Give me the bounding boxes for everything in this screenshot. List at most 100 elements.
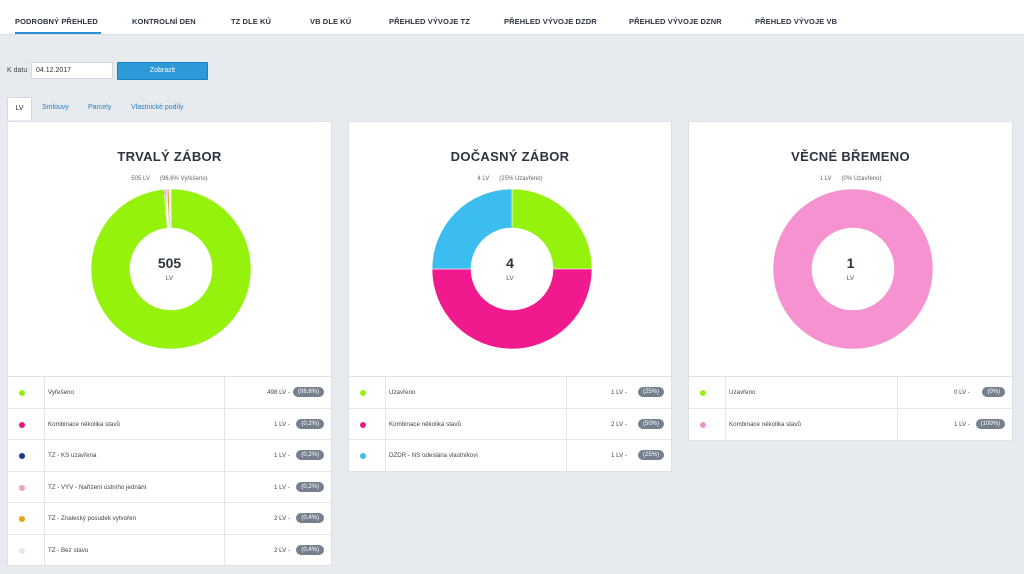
subtab-vlastnicke-podily[interactable]: Vlastnické podíly (131, 104, 184, 111)
card-vecne-bremeno: VĚCNÉ BŘEMENO 1 LV · (0% Uzavřeno) 1 LV Uz… (688, 121, 1013, 441)
legend-table: Uzavřeno 1 LV - (25%) Kombinace několika s… (349, 376, 671, 472)
legend-value: 1 LV - (610, 389, 627, 396)
date-filter-label: K datu (7, 67, 28, 74)
legend-table: Uzavřeno 0 LV - (0%) Kombinace několika st… (689, 376, 1012, 441)
center-unit: LV (506, 275, 514, 282)
legend-dot-icon (700, 421, 706, 428)
center-value: 505 (157, 255, 182, 271)
donut-slice[interactable] (168, 188, 172, 229)
donut-slice[interactable] (90, 188, 252, 350)
subtab-smlouvy[interactable]: Smlouvy (42, 104, 69, 111)
show-button[interactable]: Zobrazit (117, 62, 208, 80)
card-title: TRVALÝ ZÁBOR (117, 149, 222, 164)
summary-status: (25% Uzavřeno) (499, 176, 543, 182)
legend-value: 498 LV - (267, 389, 290, 396)
center-unit: LV (165, 275, 174, 282)
card-summary: 4 LV · (25% Uzavřeno) (477, 176, 543, 182)
legend-label: TZ - KS uzavřena (48, 452, 97, 460)
legend-label: TZ - VYV - Nařízení ústního jednání (48, 483, 147, 491)
legend-percent-badge: (100%) (975, 418, 1005, 429)
legend-row: TZ - Bez stavu 2 LV - (0,4%) (8, 534, 331, 567)
legend-row: Kombinace několika stavů 2 LV - (50%) (349, 408, 671, 441)
donut-chart (772, 188, 934, 350)
tab-tz-dle-ku[interactable]: TZ DLE KÚ (231, 17, 272, 26)
legend-label: Kombinace několika stavů (729, 420, 801, 428)
tab-vb-dle-ku[interactable]: VB DLE KÚ (310, 17, 352, 26)
card-docasny-zabor: DOČASNÝ ZÁBOR 4 LV · (25% Uzavřeno) 4 LV U… (348, 121, 672, 472)
legend-label: TZ - Znalecký posudek vytvořen (48, 515, 137, 523)
legend-row: Kombinace několika stavů 1 LV - (0,2%) (8, 408, 331, 441)
legend-value: 1 LV - (610, 452, 627, 460)
legend-row: DZDR - NS odeslána vlastníkovi 1 LV - (25%… (349, 440, 671, 472)
legend-dot-icon (360, 421, 366, 428)
legend-label: Uzavřeno (389, 389, 416, 396)
date-input[interactable] (31, 62, 113, 79)
legend-dot-icon (360, 453, 366, 460)
legend-percent-badge: (0,4%) (296, 544, 324, 555)
legend-dot-icon (19, 453, 25, 460)
summary-count: 1 LV (819, 176, 832, 182)
legend-percent-badge: (25%) (637, 450, 664, 461)
tab-prehled-vyvoje-dzdr[interactable]: PŘEHLED VÝVOJE DZDR (504, 17, 597, 26)
summary-count: 4 LV (477, 176, 490, 182)
legend-row: Uzavřeno 1 LV - (25%) (349, 377, 671, 409)
tab-podrobny-prehled[interactable]: PODROBNÝ PŘEHLED (15, 0, 101, 34)
card-summary: 505 LV · (98,6% Vyřešeno) (131, 176, 208, 182)
card-trvaly-zabor: TRVALÝ ZÁBOR 505 LV · (98,6% Vyřešeno) 505… (7, 121, 332, 567)
summary-count: 505 LV (131, 176, 150, 182)
legend-label: Kombinace několika stavů (48, 420, 120, 428)
legend-row: TZ - KS uzavřena 1 LV - (0,2%) (8, 440, 331, 472)
card-summary: 1 LV · (0% Uzavřeno) (819, 176, 882, 182)
center-value: 1 (846, 255, 855, 271)
subtab-lv[interactable]: LV (7, 97, 32, 120)
legend-percent-badge: (0,4%) (296, 513, 324, 524)
legend-percent-badge: (25%) (637, 387, 664, 397)
legend-value: 2 LV - (273, 546, 290, 554)
legend-table: Vyřešeno 498 LV - (98,6%) Kombinace několi… (8, 376, 331, 567)
donut-slice[interactable] (431, 188, 513, 270)
legend-label: Uzavřeno (729, 389, 756, 396)
summary-status: (98,6% Vyřešeno) (159, 176, 208, 182)
legend-value: 1 LV - (273, 452, 290, 460)
legend-dot-icon (19, 484, 25, 491)
tab-prehled-vyvoje-dznr[interactable]: PŘEHLED VÝVOJE DZNR (629, 17, 722, 26)
donut-chart (90, 188, 252, 350)
legend-dot-icon (19, 390, 25, 396)
donut-slice[interactable] (431, 268, 593, 350)
legend-row: TZ - VYV - Nařízení ústního jednání 1 LV … (8, 471, 331, 504)
card-title: VĚCNÉ BŘEMENO (791, 149, 910, 164)
card-title: DOČASNÝ ZÁBOR (450, 149, 570, 164)
legend-percent-badge: (0%) (982, 387, 1005, 397)
legend-dot-icon (19, 516, 25, 523)
legend-value: 2 LV - (610, 420, 627, 428)
tab-prehled-vyvoje-vb[interactable]: PŘEHLED VÝVOJE VB (755, 17, 838, 26)
legend-percent-badge: (0,2%) (296, 418, 324, 429)
tab-prehled-vyvoje-tz[interactable]: PŘEHLED VÝVOJE TZ (389, 17, 470, 26)
legend-percent-badge: (98,6%) (292, 387, 324, 397)
legend-value: 2 LV - (273, 515, 290, 523)
legend-row: TZ - Znalecký posudek vytvořen 2 LV - (0,4… (8, 503, 331, 535)
legend-value: 1 LV - (953, 420, 970, 428)
legend-label: TZ - Bez stavu (48, 546, 89, 554)
legend-percent-badge: (0,2%) (296, 450, 324, 461)
summary-status: (0% Uzavřeno) (841, 176, 882, 182)
legend-row: Kombinace několika stavů 1 LV - (100%) (689, 408, 1012, 441)
subtab-parcely[interactable]: Parcely (88, 104, 112, 111)
legend-row: Vyřešeno 498 LV - (98,6%) (8, 377, 331, 409)
legend-dot-icon (360, 390, 366, 396)
legend-label: Vyřešeno (48, 389, 74, 396)
center-unit: LV (846, 275, 855, 282)
legend-row: Uzavřeno 0 LV - (0%) (689, 377, 1012, 409)
legend-dot-icon (19, 547, 25, 554)
legend-dot-icon (700, 390, 706, 396)
legend-label: Kombinace několika stavů (389, 420, 461, 428)
legend-label: DZDR - NS odeslána vlastníkovi (389, 452, 478, 460)
legend-value: 0 LV - (953, 389, 970, 396)
donut-slice[interactable] (772, 188, 934, 350)
legend-value: 1 LV - (273, 483, 290, 491)
legend-percent-badge: (0,2%) (296, 481, 324, 492)
legend-dot-icon (19, 421, 25, 428)
legend-percent-badge: (50%) (637, 418, 664, 429)
tab-kontrolni-den[interactable]: KONTROLNÍ DEN (132, 17, 196, 26)
donut-chart (431, 188, 593, 350)
